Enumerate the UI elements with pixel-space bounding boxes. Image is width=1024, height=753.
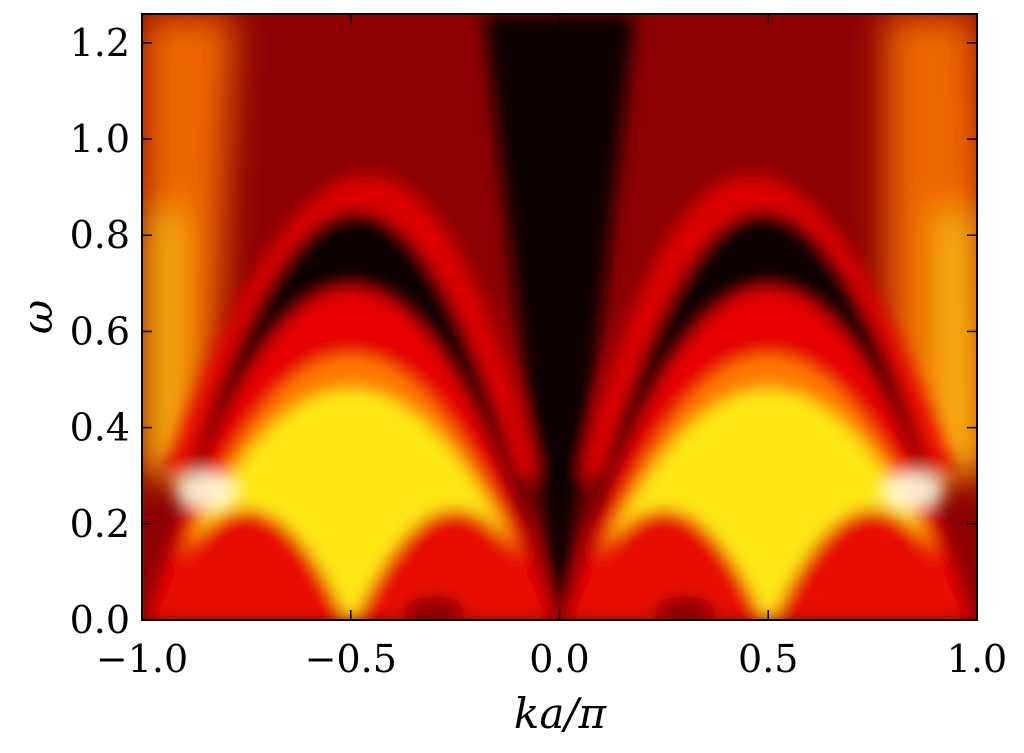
flank-highlight (884, 472, 945, 509)
y-axis-label: ω (13, 300, 62, 334)
small-arch (146, 509, 347, 620)
y-tick-label: 0.8 (70, 213, 130, 257)
small-arch (563, 509, 765, 620)
heatmap-features (146, 14, 973, 620)
y-tick-label: 0.0 (70, 598, 130, 642)
central-gap (484, 14, 635, 620)
x-tick-label: −0.5 (305, 637, 397, 681)
y-tick-label: 0.6 (70, 309, 130, 353)
low-spot (404, 596, 465, 620)
x-tick-label: 0.0 (529, 637, 589, 681)
x-tick-label: −1.0 (96, 637, 188, 681)
x-tick-label: 0.5 (738, 637, 798, 681)
y-axis: 0.0 0.2 0.4 0.6 0.8 1.0 1.2 (70, 21, 977, 642)
low-spot (654, 596, 715, 620)
small-arch (354, 509, 556, 620)
edge-glow (142, 211, 184, 476)
y-tick-label: 1.2 (70, 21, 130, 65)
y-tick-label: 1.0 (70, 117, 130, 161)
x-axis-label: ka/π (514, 689, 608, 738)
small-arch (772, 509, 973, 620)
edge-glow (935, 211, 977, 476)
x-axis: −1.0 −0.5 0.0 0.5 1.0 (96, 14, 1007, 681)
y-tick-label: 0.2 (70, 502, 130, 546)
x-tick-label: 1.0 (947, 637, 1007, 681)
heatmap (142, 14, 977, 620)
y-tick-label: 0.4 (70, 406, 130, 450)
flank-highlight (174, 472, 235, 509)
